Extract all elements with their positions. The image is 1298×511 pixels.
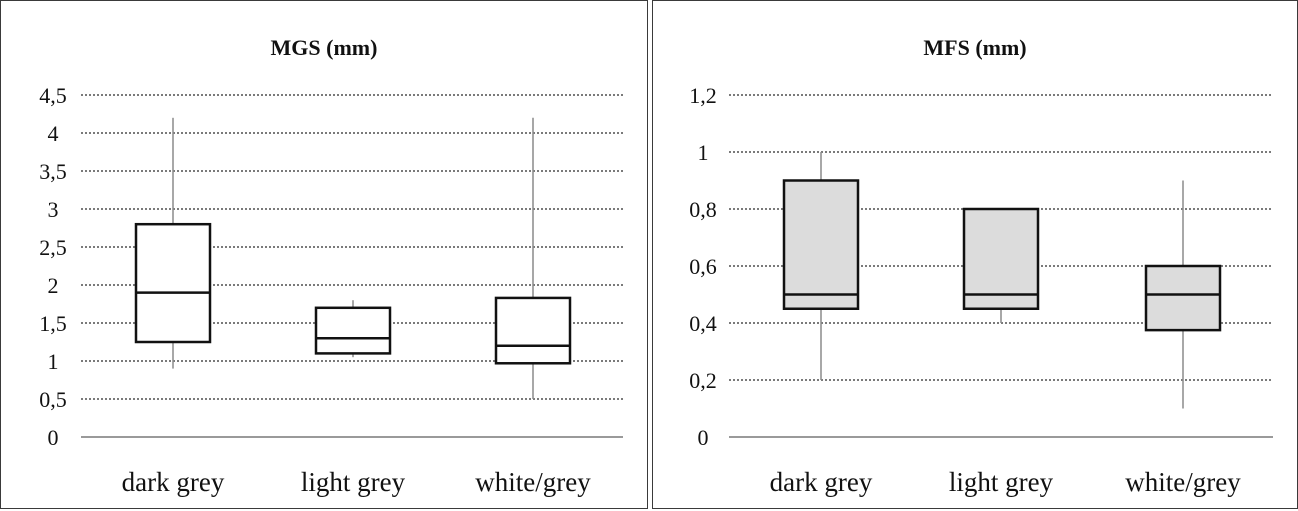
mfs-category-label: white/grey xyxy=(1125,467,1241,497)
mgs-boxplot: MGS (mm) 0 0,5 1 1,5 2 2,5 3 3,5 4 4,5 dark grey li… xyxy=(39,35,623,497)
mgs-plot-area: 0 0,5 1 1,5 2 2,5 3 3,5 4 4,5 dark grey light grey w… xyxy=(39,83,623,497)
mgs-y-tick-label: 2 xyxy=(48,273,59,298)
mfs-box xyxy=(1144,264,1222,332)
mgs-box xyxy=(134,222,212,344)
mgs-y-tick-label: 3,5 xyxy=(39,159,67,184)
mgs-chart-title: MGS (mm) xyxy=(271,35,378,60)
mfs-y-tick-label: 1 xyxy=(698,140,709,165)
mfs-y-tick-label: 1,2 xyxy=(689,83,717,108)
mfs-y-tick-label: 0,2 xyxy=(689,368,717,393)
mfs-category-label: dark grey xyxy=(770,467,873,497)
mfs-box xyxy=(782,179,860,310)
mgs-box xyxy=(494,296,572,365)
mfs-chart-title: MFS (mm) xyxy=(923,35,1026,60)
mgs-y-tick-label: 2,5 xyxy=(39,235,67,260)
mgs-y-tick-label: 0 xyxy=(48,425,59,450)
mfs-y-tick-label: 0,8 xyxy=(689,197,717,222)
mgs-category-label: light grey xyxy=(301,467,406,497)
mgs-y-tick-label: 1 xyxy=(48,349,59,374)
mfs-box xyxy=(962,207,1040,310)
mgs-y-tick-label: 4,5 xyxy=(39,83,67,108)
mfs-chart-panel: MFS (mm) 0 0,2 0,4 0,6 0,8 1 1,2 dark grey light… xyxy=(652,0,1298,509)
mgs-y-tick-label: 3 xyxy=(48,197,59,222)
mfs-y-tick-label: 0 xyxy=(698,425,709,450)
mgs-category-label: dark grey xyxy=(122,467,225,497)
mfs-plot-area: 0 0,2 0,4 0,6 0,8 1 1,2 dark grey light grey whit… xyxy=(689,83,1273,497)
mgs-chart-panel: MGS (mm) 0 0,5 1 1,5 2 2,5 3 3,5 4 4,5 dark grey li… xyxy=(0,0,648,509)
mgs-box xyxy=(314,306,392,355)
mgs-y-tick-label: 4 xyxy=(48,121,59,146)
mfs-y-tick-label: 0,6 xyxy=(689,254,717,279)
mfs-y-tick-label: 0,4 xyxy=(689,311,717,336)
mfs-category-label: light grey xyxy=(949,467,1054,497)
mgs-y-tick-label: 1,5 xyxy=(39,311,67,336)
mgs-y-tick-label: 0,5 xyxy=(39,387,67,412)
mgs-category-label: white/grey xyxy=(475,467,591,497)
mfs-boxplot: MFS (mm) 0 0,2 0,4 0,6 0,8 1 1,2 dark grey light… xyxy=(689,35,1273,497)
